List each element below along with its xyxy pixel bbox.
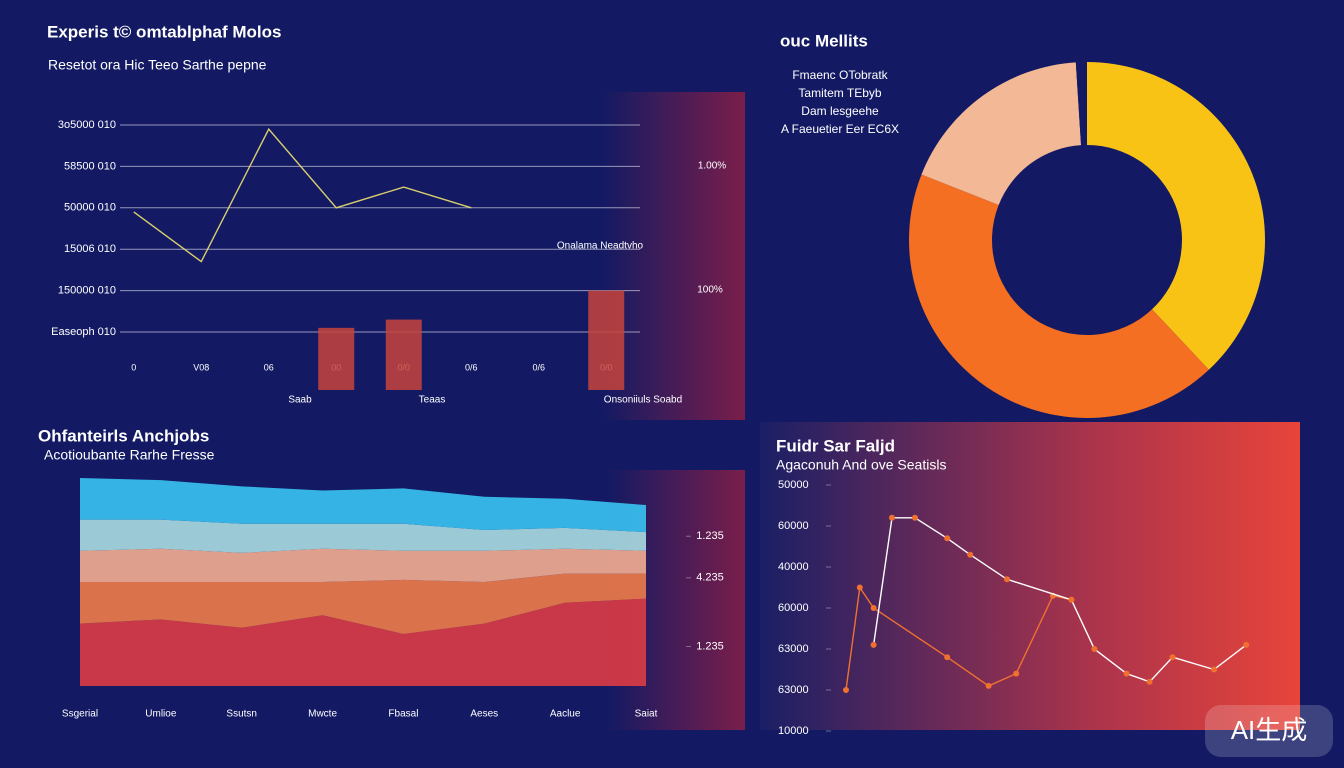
x-tick-label: Fbasal <box>388 709 418 720</box>
area-layer <box>80 548 646 582</box>
area-layer <box>80 519 646 553</box>
x-tick-label: V08 <box>193 362 209 372</box>
point <box>1091 646 1098 652</box>
x-tick-label: 06 <box>264 362 274 372</box>
y-tick-label: Easeoph 010 <box>51 326 116 338</box>
legend-label: Fmaenc OTobratk <box>792 68 888 82</box>
point <box>856 584 863 591</box>
point <box>1068 596 1075 603</box>
point <box>912 514 918 521</box>
point <box>870 605 877 611</box>
x-tick-label: Aaclue <box>550 709 581 720</box>
y-tick-label: 150000 010 <box>58 285 116 297</box>
y-tick-label: 60000 <box>778 602 809 614</box>
y-tick-label: 60000 <box>778 520 809 532</box>
x-tick-label: Mwcte <box>308 709 337 720</box>
legend-label: Tamitem TEbyb <box>798 86 881 100</box>
watermark: AI生成 <box>1231 715 1308 745</box>
area-layer <box>80 598 646 686</box>
point <box>944 535 951 542</box>
slice <box>1075 62 1087 146</box>
y-tick-label: 10000 <box>778 725 809 737</box>
y-tick-label: 1.235 <box>696 530 724 542</box>
panel <box>760 422 1300 730</box>
slice <box>1087 62 1265 370</box>
y-tick-label: 40000 <box>778 561 809 573</box>
area-layer <box>80 478 646 533</box>
point <box>843 687 849 693</box>
point <box>1013 670 1020 677</box>
slice <box>908 174 1209 419</box>
bar <box>385 319 422 390</box>
y-tick-label: 58500 010 <box>64 160 116 172</box>
chart-subtitle: Acotioubante Rarhe Fresse <box>44 447 215 463</box>
x-tick-label: Ssgerial <box>62 709 98 720</box>
annotation: 1.00% <box>698 161 726 172</box>
x-tick-label: Ssutsn <box>226 709 257 720</box>
chart-title: ouc Mellits <box>780 31 868 50</box>
point <box>944 654 951 661</box>
bar <box>318 327 355 390</box>
point <box>985 682 992 689</box>
x-tick-label: 0/6 <box>465 362 478 372</box>
point <box>1243 641 1250 648</box>
watermark-box <box>1205 705 1333 757</box>
x-tick-label: Aeses <box>470 709 498 720</box>
point <box>889 514 895 521</box>
slice <box>921 62 1082 206</box>
legend-label: Onalama Neadtvho <box>557 241 644 252</box>
annotation: Teaas <box>419 395 446 406</box>
bar <box>588 290 625 390</box>
chart-subtitle: Agaconuh And ove Seatisls <box>776 457 946 473</box>
chart-title: Fuidr Sar Faljd <box>776 436 895 455</box>
point <box>1123 670 1130 677</box>
y-tick-label: 4.235 <box>696 572 724 584</box>
legend-label: Dam lesgeehe <box>801 104 879 118</box>
y-tick-label: 15006 010 <box>64 243 116 255</box>
x-tick-label: Umlioe <box>145 709 177 720</box>
series-line <box>133 127 472 263</box>
point <box>1169 654 1176 661</box>
y-tick-label: 50000 010 <box>64 202 116 214</box>
annotation: Onsoniiuls Soabd <box>604 395 682 406</box>
annotation: 100% <box>697 285 723 296</box>
point <box>1211 666 1217 673</box>
x-tick-label: 0/6 <box>532 362 545 372</box>
y-tick-label: 1.235 <box>696 640 724 652</box>
x-tick-label: Saiat <box>635 709 658 720</box>
point <box>1146 678 1153 685</box>
chart-title: Ohfanteirls Anchjobs <box>38 426 209 445</box>
annotation: Saab <box>288 395 312 406</box>
point <box>1004 576 1010 583</box>
chart-title: Experis t© omtablphaf Molos <box>47 22 282 41</box>
area-layer <box>80 573 646 634</box>
x-tick-label: 0 <box>131 362 136 372</box>
y-tick-label: 50000 <box>778 479 809 491</box>
chart-subtitle: Resetot ora Hic Teeo Sarthe pepne <box>48 57 267 73</box>
point <box>967 551 974 558</box>
y-tick-label: 63000 <box>778 643 809 655</box>
y-tick-label: 63000 <box>778 684 809 696</box>
point <box>870 641 877 648</box>
legend-label: A Faeuetier Eer EC6X <box>781 122 899 136</box>
y-tick-label: 3o5000 010 <box>58 119 116 131</box>
series-line <box>845 585 1072 691</box>
